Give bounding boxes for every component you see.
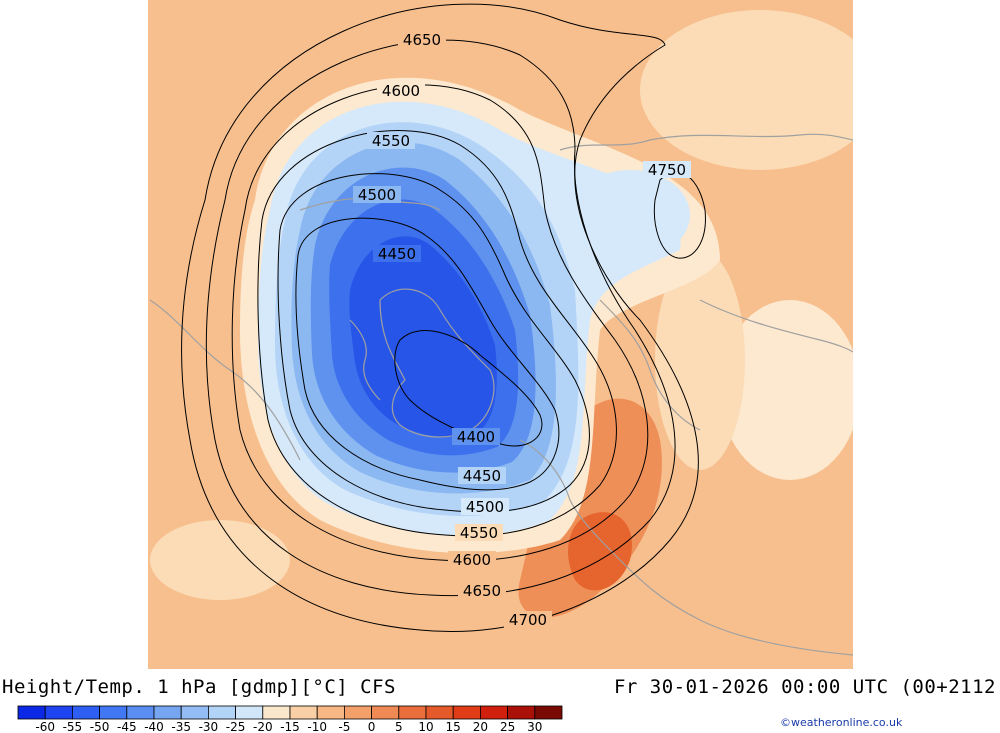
label-bg: [398, 31, 446, 48]
label-bg: [458, 582, 506, 599]
label-bg: [643, 161, 691, 178]
valid-time: Fr 30-01-2026 00:00 UTC (00+2112: [613, 676, 996, 698]
scale-label: -10: [307, 720, 327, 733]
contour-label: 4700: [509, 611, 547, 629]
scale-label: -20: [253, 720, 273, 733]
contour-label: 4750: [648, 161, 686, 179]
coastline-asia-pacific: [149, 299, 301, 461]
color-swatch: [17, 705, 46, 720]
label-bg: [455, 524, 503, 541]
color-swatch: [398, 705, 427, 720]
scale-label: 25: [500, 720, 515, 733]
border-lines: [699, 299, 853, 353]
contour-label: 4500: [466, 498, 504, 516]
color-swatch: [452, 705, 481, 720]
label-bg: [448, 551, 496, 568]
map-panel: 4650 4600 4550 4500 4450 4400 4450 4500 …: [148, 0, 853, 669]
scale-label: -60: [35, 720, 55, 733]
color-swatch: [72, 705, 101, 720]
label-bg: [504, 611, 552, 628]
color-scale: -60 -55 -50 -45 -40 -35 -30 -25 -20 -15 -10 -5 0 5 10 1…: [17, 705, 563, 733]
contour-label: 4450: [463, 467, 501, 485]
color-swatch: [534, 705, 563, 720]
scale-label: 0: [368, 720, 376, 733]
chart-title: Height/Temp. 1 hPa [gdmp][°C] CFS: [2, 676, 396, 698]
contour-label: 4450: [378, 245, 416, 263]
label-bg: [367, 132, 415, 149]
scale-label: -35: [171, 720, 191, 733]
contour-label: 4650: [403, 31, 441, 49]
credit-link[interactable]: ©weatheronline.co.uk: [780, 716, 903, 729]
scale-label: -15: [280, 720, 300, 733]
color-swatch: [425, 705, 454, 720]
cold-region-core: [349, 236, 497, 437]
contour-label: 4500: [358, 186, 396, 204]
color-swatch: [289, 705, 318, 720]
contour-4650: [205, 39, 676, 597]
coastline-canada: [349, 319, 381, 401]
color-swatch: [343, 705, 372, 720]
color-swatch: [235, 705, 264, 720]
color-swatch: [371, 705, 400, 720]
coastline-europe: [519, 439, 853, 656]
color-swatch: [180, 705, 209, 720]
label-bg: [458, 467, 506, 484]
scale-label: -45: [117, 720, 137, 733]
contour-label: 4600: [382, 82, 420, 100]
scale-label: -25: [226, 720, 246, 733]
contour-4450: [295, 217, 560, 491]
scale-label: 10: [418, 720, 433, 733]
contour-4600: [231, 84, 649, 562]
contour-4400: [394, 330, 543, 447]
color-swatch: [479, 705, 508, 720]
color-swatch: [126, 705, 155, 720]
scale-label: 15: [446, 720, 461, 733]
contour-label: 4600: [453, 551, 491, 569]
scale-label: -5: [338, 720, 350, 733]
label-bg: [373, 245, 421, 262]
warm-patch: [655, 250, 745, 470]
coastline-siberia: [559, 133, 853, 151]
contour-label: 4550: [372, 132, 410, 150]
color-swatch: [207, 705, 236, 720]
warm-patch: [640, 10, 853, 170]
scale-label: -55: [63, 720, 83, 733]
color-swatch: [44, 705, 73, 720]
label-bg: [377, 82, 425, 99]
cold-patch-east: [570, 170, 690, 260]
color-swatch: [316, 705, 345, 720]
scale-label: -30: [199, 720, 219, 733]
warm-patch: [150, 520, 290, 600]
contour-4500: [277, 173, 590, 513]
scale-label: -40: [144, 720, 164, 733]
label-bg: [353, 186, 401, 203]
scale-label: 20: [473, 720, 488, 733]
label-bg: [452, 428, 500, 445]
warm-anomaly-core: [568, 512, 632, 591]
contour-4700: [181, 3, 699, 633]
contour-label: 4400: [457, 428, 495, 446]
coastline-scandinavia: [599, 299, 701, 431]
label-bg: [461, 498, 509, 515]
color-swatch: [262, 705, 291, 720]
contour-label: 4550: [460, 524, 498, 542]
color-swatch: [153, 705, 182, 720]
warm-patch: [720, 300, 853, 480]
scale-label: 30: [527, 720, 542, 733]
scale-label: -50: [90, 720, 110, 733]
color-swatch: [507, 705, 536, 720]
contour-label: 4650: [463, 582, 501, 600]
color-swatch: [99, 705, 128, 720]
scale-label: 5: [395, 720, 403, 733]
contour-4550: [257, 130, 617, 537]
